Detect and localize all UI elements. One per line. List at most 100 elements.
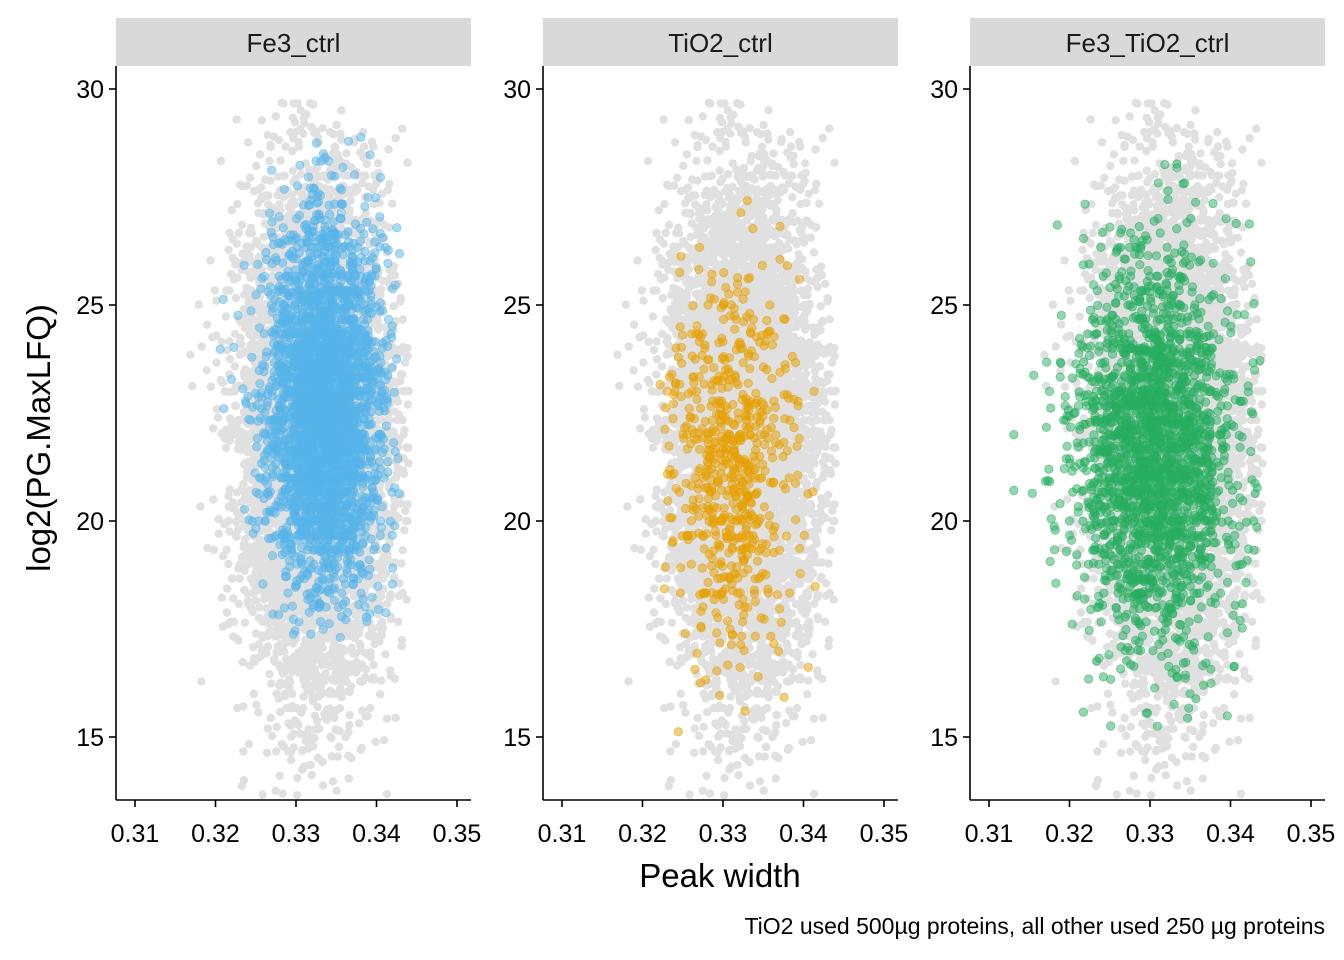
background-point (222, 345, 232, 355)
background-point (239, 479, 248, 489)
background-point (332, 120, 341, 130)
background-point (281, 142, 290, 151)
background-point (264, 200, 273, 209)
background-point (292, 791, 302, 800)
background-point (396, 376, 405, 386)
background-point (237, 554, 247, 563)
background-point (398, 124, 407, 133)
background-point (287, 732, 296, 741)
background-point (279, 99, 288, 108)
background-point (285, 684, 294, 693)
background-point (334, 742, 344, 752)
background-point (379, 736, 389, 745)
background-point (404, 459, 413, 468)
background-point (244, 740, 254, 749)
background-point (276, 707, 285, 717)
background-point (306, 760, 315, 770)
background-point (230, 329, 240, 339)
background-point (229, 594, 238, 603)
background-point (272, 632, 281, 641)
background-point (362, 159, 371, 169)
background-point (403, 500, 412, 509)
background-point (356, 745, 366, 754)
background-point (230, 362, 240, 371)
background-point (383, 186, 393, 195)
background-point (266, 713, 275, 723)
points-layer (186, 98, 413, 800)
background-point (232, 488, 242, 497)
background-point (382, 789, 392, 799)
background-point (240, 618, 250, 627)
background-point (221, 312, 231, 321)
background-point (337, 135, 346, 144)
background-point (206, 382, 216, 391)
background-point (242, 181, 252, 190)
background-point (318, 757, 327, 767)
background-point (262, 748, 272, 758)
background-point (293, 99, 302, 108)
background-point (254, 613, 264, 623)
background-point (287, 755, 296, 765)
background-point (399, 469, 409, 478)
background-point (307, 122, 316, 132)
background-point (288, 166, 297, 175)
background-point (208, 424, 218, 433)
background-point (397, 641, 406, 651)
background-point (278, 789, 287, 798)
background-point (376, 690, 385, 699)
background-point (217, 337, 226, 346)
background-point (197, 677, 206, 686)
background-point (214, 515, 223, 524)
background-point (373, 159, 383, 168)
background-point (287, 203, 296, 213)
background-point (244, 560, 253, 569)
background-point (307, 771, 316, 780)
background-point (313, 702, 322, 712)
background-point (254, 208, 263, 218)
background-point (391, 133, 400, 143)
background-point (263, 724, 272, 733)
background-point (222, 286, 231, 295)
background-point (246, 603, 255, 612)
background-point (224, 491, 233, 500)
background-point (258, 790, 267, 799)
background-point (196, 502, 205, 511)
background-point (361, 171, 370, 180)
background-point (242, 242, 251, 251)
background-point (393, 463, 402, 472)
background-point (212, 358, 221, 367)
background-point (233, 200, 242, 209)
background-point (272, 722, 281, 732)
background-point (384, 145, 393, 154)
background-point (320, 675, 330, 684)
background-point (288, 113, 297, 123)
background-point (329, 129, 338, 139)
background-point (397, 559, 406, 568)
background-point (224, 559, 233, 569)
background-point (337, 106, 346, 115)
background-point (299, 129, 308, 138)
background-point (231, 293, 240, 303)
background-point (403, 400, 412, 409)
background-point (401, 506, 410, 516)
background-point (254, 708, 263, 717)
background-point (332, 786, 341, 795)
background-point (240, 566, 249, 575)
background-point (382, 714, 392, 723)
background-point (336, 683, 345, 692)
background-point (310, 711, 320, 720)
background-point (397, 635, 407, 645)
background-point (386, 666, 395, 675)
background-point (298, 765, 307, 774)
background-point (395, 579, 404, 588)
background-point (313, 724, 322, 734)
background-point (327, 752, 337, 761)
background-point (249, 689, 258, 698)
background-point (386, 593, 395, 602)
background-point (341, 732, 350, 742)
background-point (188, 381, 197, 391)
background-point (377, 676, 386, 685)
